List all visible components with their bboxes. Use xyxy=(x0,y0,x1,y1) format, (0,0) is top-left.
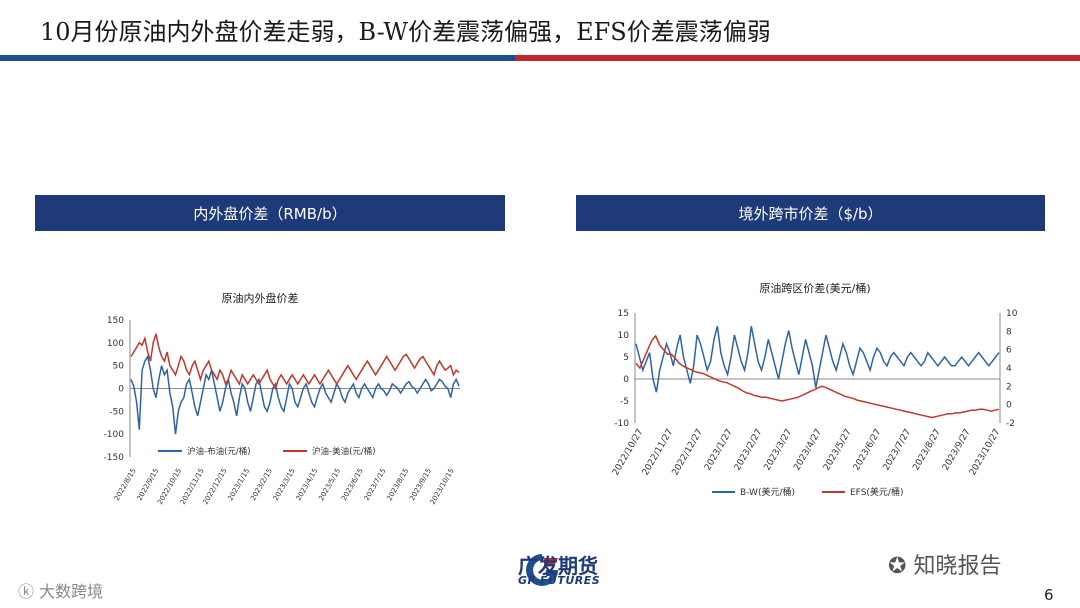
y-tick-label: -50 xyxy=(109,407,124,417)
x-tick-label: 2022/9/15 xyxy=(136,467,161,502)
watermark-right-text: 知晓报告 xyxy=(913,554,1002,579)
x-tick-label: 2023/10/27 xyxy=(968,428,1003,478)
x-tick-label: 2023/3/15 xyxy=(272,467,297,502)
slide-title: 10月份原油内外盘价差走弱，B-W价差震荡偏强，EFS价差震荡偏弱 xyxy=(40,18,771,46)
y-right-tick-label: 0 xyxy=(1006,401,1012,411)
x-tick-label: 2023/6/15 xyxy=(340,467,365,502)
y-left-tick-label: 5 xyxy=(623,353,629,363)
legend-label-red: EFS(美元/桶) xyxy=(850,486,903,498)
left-panel-header: 内外盘价差（RMB/b） xyxy=(35,195,505,231)
y-left-tick-label: -5 xyxy=(620,397,629,407)
x-tick-label: 2023/1/27 xyxy=(703,428,735,473)
y-tick-label: 100 xyxy=(107,339,124,349)
y-left-tick-label: 10 xyxy=(618,331,630,341)
legend-label-blue: B-W(美元/桶) xyxy=(740,486,795,498)
x-tick-label: 2022/8/15 xyxy=(113,467,138,502)
legend: B-W(美元/桶) EFS(美元/桶) xyxy=(712,486,903,498)
y-right-tick-label: 2 xyxy=(1006,382,1012,392)
watermark-right: ✪ 知晓报告 xyxy=(888,548,1001,580)
y-tick-label: -150 xyxy=(104,453,125,463)
x-tick-label: 2023/5/15 xyxy=(317,467,342,502)
logo-text-cn: 广发期货 xyxy=(518,554,598,578)
y-left-tick-label: -10 xyxy=(614,419,629,429)
x-tick-label: 2022/12/27 xyxy=(671,428,706,478)
x-tick-label: 2023/8/15 xyxy=(385,467,410,502)
title-rule-red xyxy=(515,55,1080,61)
x-tick-label: 2023/7/15 xyxy=(363,467,388,502)
x-tick-label: 2023/8/27 xyxy=(911,428,943,473)
x-tick-label: 2023/4/15 xyxy=(295,467,320,502)
y-right-tick-label: 10 xyxy=(1006,309,1018,319)
x-tick-label: 2023/2/15 xyxy=(249,467,274,502)
y-left-tick-label: 0 xyxy=(623,375,629,385)
y-right-tick-label: 4 xyxy=(1006,364,1012,374)
y-tick-label: -100 xyxy=(104,430,125,440)
y-tick-label: 50 xyxy=(113,362,125,372)
x-tick-label: 2023/7/27 xyxy=(882,428,914,473)
series-line-0 xyxy=(635,326,1000,393)
x-tick-label: 2023/1/15 xyxy=(226,467,251,502)
right-panel-header: 境外跨市价差（$/b） xyxy=(576,195,1045,231)
title-rule-blue xyxy=(0,55,515,61)
x-tick-label: 2022/11/27 xyxy=(641,428,676,478)
x-tick-label: 2023/4/27 xyxy=(792,428,824,473)
chart-title: 原油跨区价差(美元/桶) xyxy=(759,281,870,295)
series-line-1 xyxy=(635,334,1000,419)
wechat-icon: ✪ xyxy=(888,554,907,579)
legend-label-red: 沪油-美油(元/桶) xyxy=(312,446,376,457)
x-tick-label: 2023/3/27 xyxy=(763,428,795,473)
chart-cross-region-spread: 原油跨区价差(美元/桶) 15 10 5 0 -5 -10 10 8 6 4 2 0 -2 2022/… xyxy=(611,281,1018,498)
gf-futures-logo xyxy=(526,554,558,586)
y-right-tick-label: 6 xyxy=(1006,346,1012,356)
series-line-1 xyxy=(130,333,460,391)
x-tick-label: 2022/10/27 xyxy=(611,428,646,478)
x-tick-label: 2023/9/15 xyxy=(408,467,433,502)
y-right-tick-label: -2 xyxy=(1006,419,1015,429)
y-left-tick-label: 15 xyxy=(618,309,629,319)
y-right-tick-label: 8 xyxy=(1006,327,1012,337)
legend-label-blue: 沪油-布油(元/桶) xyxy=(187,446,251,457)
x-tick-label: 2023/10/15 xyxy=(429,467,456,506)
watermark-left: ⓚ 大数跨境 xyxy=(18,578,103,602)
watermark-left-text: 大数跨境 xyxy=(39,582,104,601)
x-tick-label: 2023/6/27 xyxy=(852,428,884,473)
chart-title: 原油内外盘价差 xyxy=(222,291,299,305)
watermark-left-icon: ⓚ xyxy=(18,582,35,601)
y-tick-label: 150 xyxy=(107,316,124,326)
logo-text-en: GF FUTURES xyxy=(518,574,601,587)
x-tick-label: 2022/12/15 xyxy=(201,467,228,506)
legend: 沪油-布油(元/桶) 沪油-美油(元/桶) xyxy=(158,446,376,457)
y-tick-label: 0 xyxy=(118,385,124,395)
page-number: 6 xyxy=(1044,586,1054,604)
x-tick-label: 2023/9/27 xyxy=(941,428,973,473)
series-line-0 xyxy=(130,354,460,435)
x-tick-label: 2023/2/27 xyxy=(733,428,765,473)
x-tick-label: 2023/5/27 xyxy=(822,428,854,473)
